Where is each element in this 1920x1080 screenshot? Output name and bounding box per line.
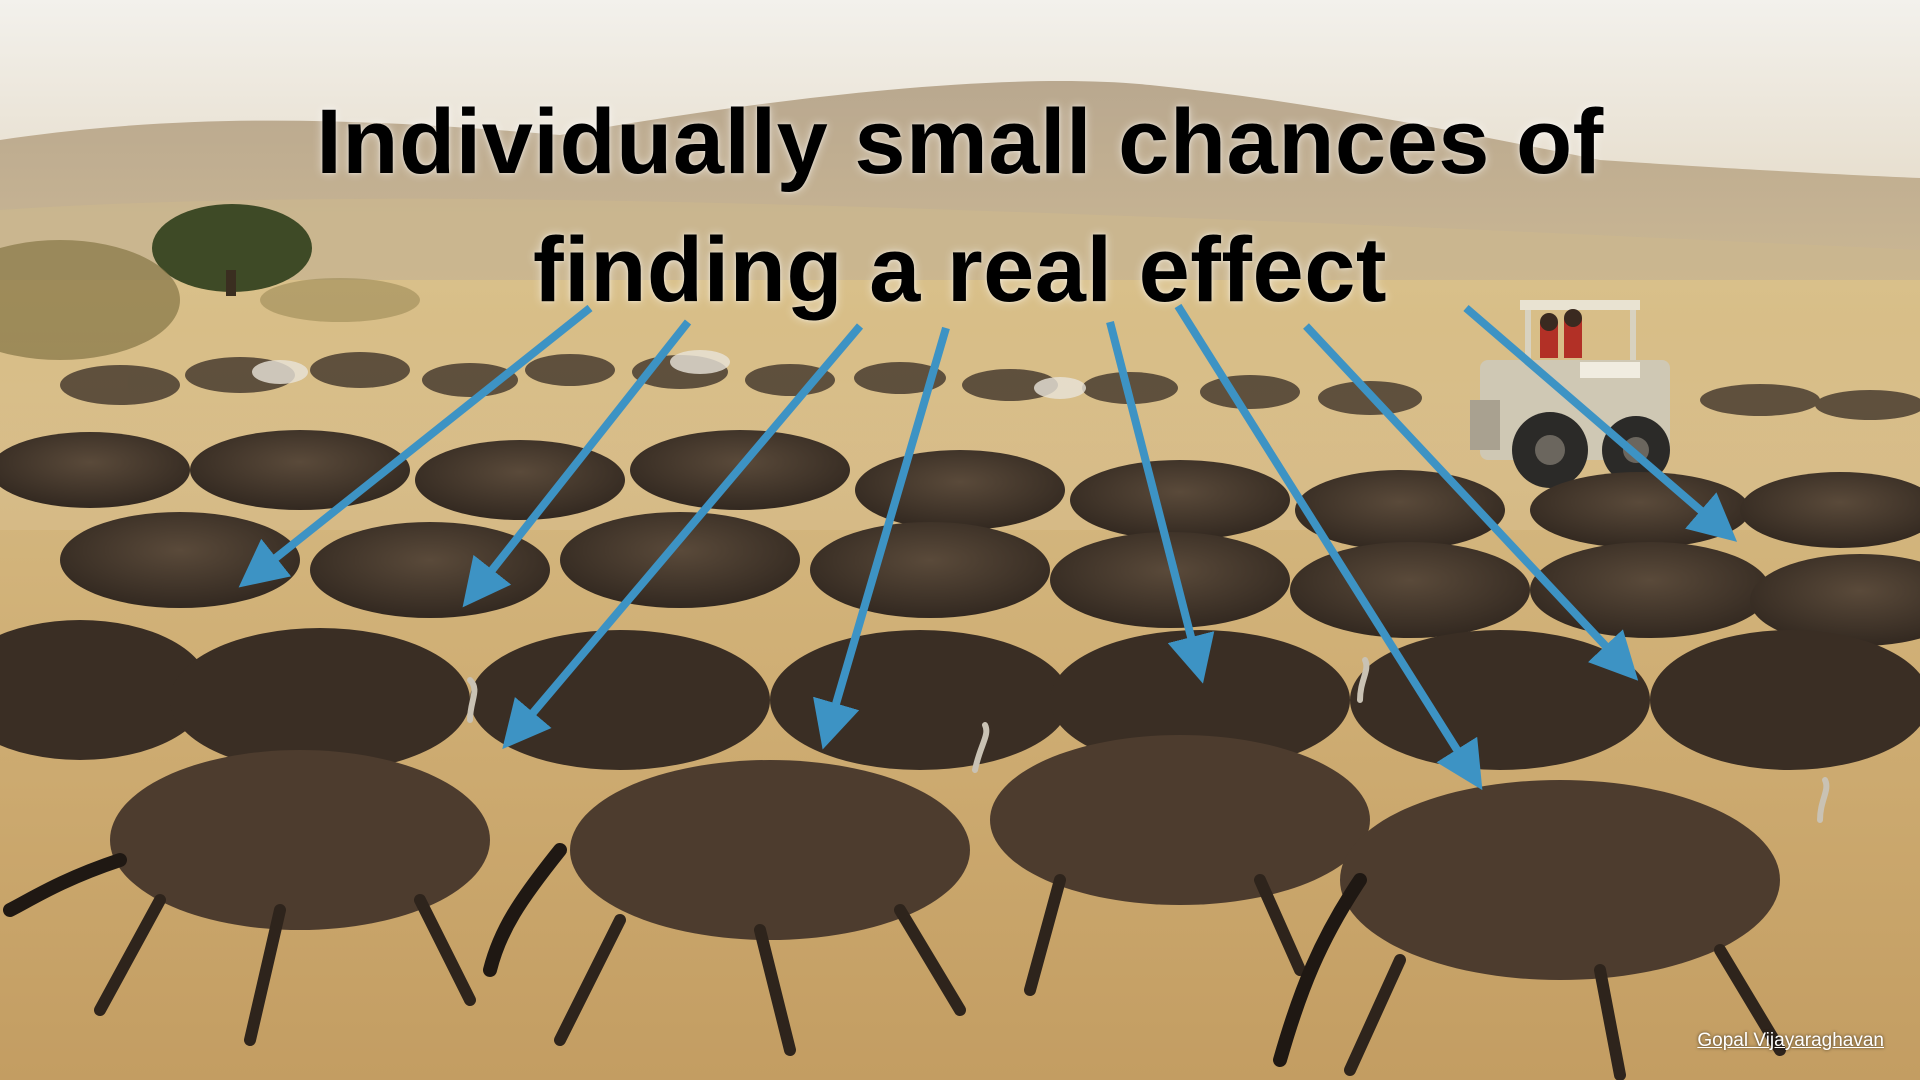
slide-title: Individually small chances of finding a … [0, 78, 1920, 334]
title-line-2: finding a real effect [533, 219, 1387, 321]
photo-credit-link[interactable]: Gopal Vijayaraghavan [1697, 1030, 1884, 1051]
title-line-1: Individually small chances of [316, 91, 1604, 193]
